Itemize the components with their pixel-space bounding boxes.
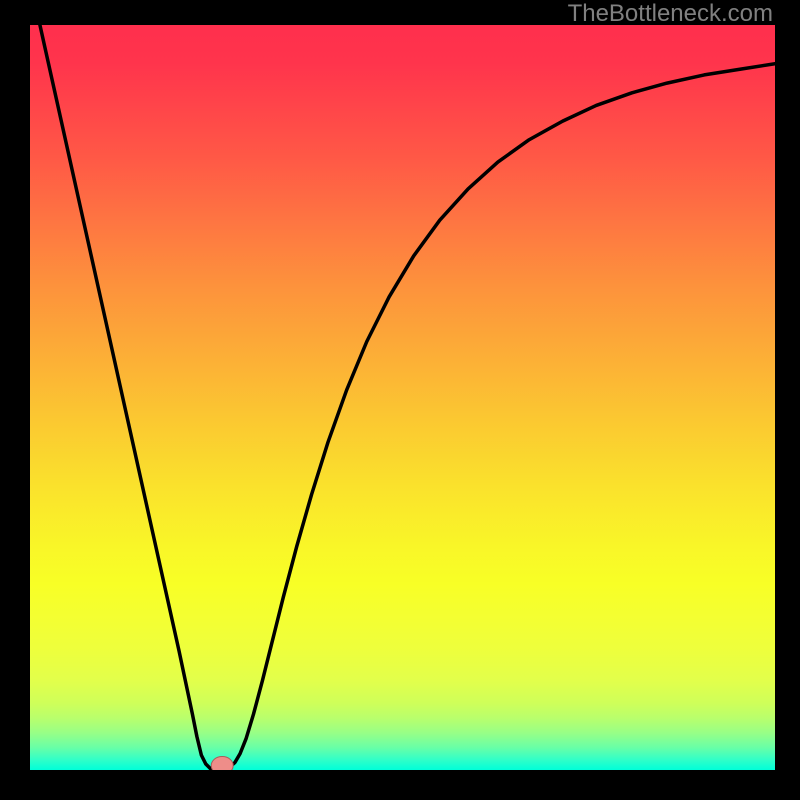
optimum-marker bbox=[211, 757, 233, 770]
curve-layer bbox=[30, 25, 775, 770]
watermark-text: TheBottleneck.com bbox=[568, 0, 773, 28]
bottleneck-chart: TheBottleneck.com bbox=[0, 0, 800, 800]
bottleneck-curve bbox=[30, 25, 775, 770]
plot-area bbox=[30, 25, 775, 770]
